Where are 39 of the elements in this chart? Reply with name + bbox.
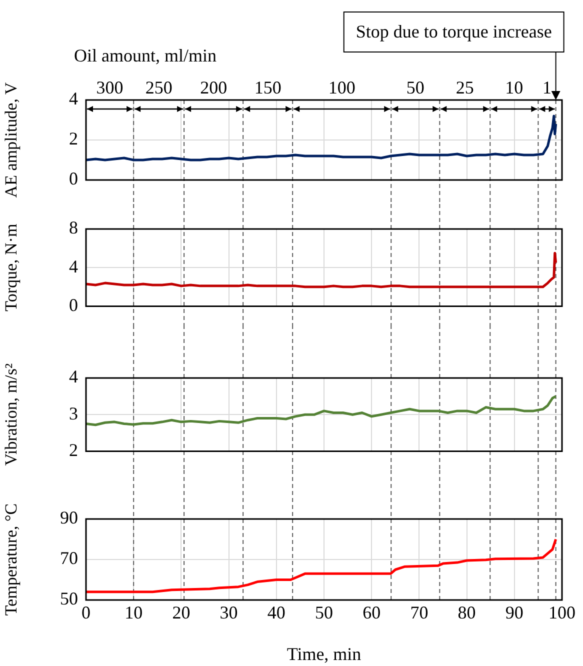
x-tick-label: 70 [410,602,428,623]
text: 1 [542,78,552,98]
y-axis-title: AE amplitude, V [2,82,21,198]
y-tick-label: 8 [69,218,78,238]
x-tick-label: 100 [548,602,576,623]
x-tick-label: 0 [82,602,90,623]
y-tick-label: 2 [69,440,78,460]
x-tick-label: 80 [458,602,476,623]
y-tick-label: 50 [60,588,78,609]
x-tick-label: 50 [315,602,333,623]
x-tick-label: 60 [362,602,381,623]
y-axis-title: Torque, N·m [2,224,21,312]
x-tick-label: 40 [267,602,286,623]
text: 100 [328,78,356,98]
y-tick-label: 0 [69,168,78,189]
text: 10 [505,78,524,98]
x-axis-title: Time, min [286,644,362,664]
text: 25 [456,78,474,98]
y-tick-label: 4 [69,256,78,276]
y-tick-label: 0 [69,294,78,315]
y-tick-label: 4 [69,88,78,109]
text: 200 [200,78,228,98]
y-tick-label: 2 [69,128,78,149]
y-tick-label: 3 [69,403,78,424]
ref-line-label: Stop due to torque increase [356,22,552,42]
x-tick-label: 30 [220,602,238,623]
text: 50 [406,78,424,98]
y-axis-title: Vibration, m/s² [2,363,21,466]
x-tick-label: 20 [172,602,190,623]
text: 300 [96,78,124,98]
y-tick-label: 90 [60,508,78,528]
y-tick-label: 4 [69,366,78,387]
x-tick-label: 90 [505,602,524,623]
chart-title: Oil amount, ml/min [74,46,216,66]
text: 250 [145,78,172,98]
text: 150 [254,78,282,98]
y-axis-title: Temperature, °C [2,503,21,616]
y-tick-label: 70 [60,548,78,568]
x-tick-label: 10 [124,602,143,623]
